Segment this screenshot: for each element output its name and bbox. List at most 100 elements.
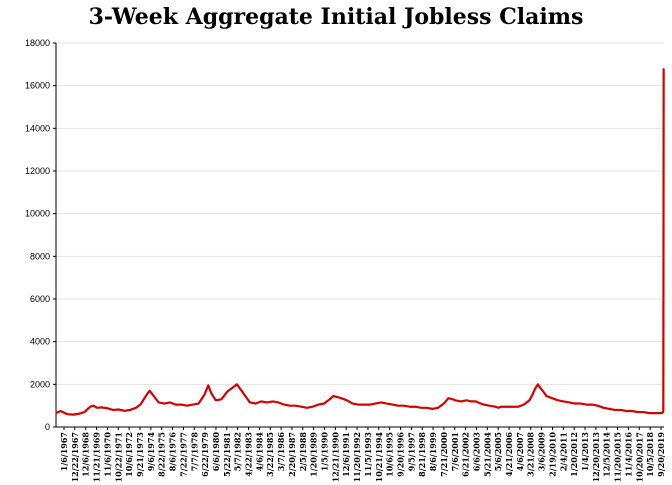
- data-point: [608, 408, 610, 410]
- data-point: [272, 400, 274, 402]
- data-point: [255, 402, 257, 405]
- data-point: [340, 397, 342, 399]
- x-tick-label: 5/22/1981: [222, 432, 232, 477]
- data-point: [574, 402, 576, 405]
- data-point: [460, 400, 462, 402]
- x-tick-label: 10/20/2017: [634, 432, 644, 482]
- data-point: [528, 399, 530, 401]
- data-point: [662, 411, 664, 413]
- data-point: [210, 392, 212, 394]
- data-point: [642, 411, 645, 413]
- x-tick-label: 8/22/1975: [157, 432, 167, 477]
- x-tick-label: 11/21/1969: [92, 432, 102, 483]
- x-tick-label: 11/20/1992: [352, 432, 362, 482]
- data-point: [207, 384, 209, 386]
- data-point: [661, 412, 663, 414]
- x-tick-label: 12/6/1968: [81, 432, 91, 477]
- data-point: [158, 401, 160, 404]
- data-point: [563, 400, 565, 402]
- x-tick-label: 4/6/1984: [254, 432, 264, 472]
- data-point: [602, 407, 605, 409]
- x-tick-label: 4/6/2007: [515, 432, 525, 471]
- data-point: [397, 405, 399, 407]
- data-point: [192, 404, 194, 406]
- x-tick-label: 8/21/1998: [417, 432, 427, 477]
- data-point: [534, 388, 536, 390]
- data-point: [323, 402, 325, 405]
- x-tick-label: 10/22/1971: [113, 432, 123, 482]
- x-tick-label: 11/6/1970: [102, 432, 112, 477]
- data-point: [466, 399, 468, 401]
- data-point: [494, 406, 496, 408]
- data-point: [580, 402, 582, 405]
- x-tick-label: 3/22/1985: [265, 432, 275, 477]
- data-point: [454, 399, 456, 401]
- x-tick-label: 9/5/1997: [406, 432, 416, 471]
- data-point: [363, 404, 365, 406]
- data-point: [249, 401, 251, 404]
- data-point: [551, 397, 553, 399]
- data-point: [488, 405, 491, 407]
- x-tick-label: 7/6/2001: [450, 432, 460, 471]
- data-point: [483, 404, 485, 406]
- x-tick-label: 6/6/2003: [471, 432, 481, 472]
- x-tick-label: 7/7/1978: [189, 432, 199, 472]
- data-point: [505, 406, 508, 408]
- x-tick-label: 8/6/1976: [168, 432, 178, 472]
- data-point: [597, 405, 599, 407]
- data-point: [72, 414, 74, 416]
- data-point: [386, 402, 388, 405]
- data-point: [447, 397, 450, 399]
- data-point: [663, 68, 665, 70]
- x-tick-label: 7/21/2000: [439, 432, 449, 477]
- data-point: [220, 398, 223, 400]
- x-tick-label: 9/20/1996: [395, 432, 405, 477]
- data-point: [146, 393, 148, 395]
- x-tick-label: 10/6/1972: [124, 432, 134, 477]
- x-tick-label: 4/22/1983: [244, 432, 254, 477]
- data-point: [232, 386, 234, 389]
- y-tick-label: 14000: [25, 123, 50, 133]
- data-point: [78, 413, 80, 415]
- data-point: [152, 394, 154, 396]
- x-tick-label: 1/20/1989: [309, 432, 319, 477]
- data-point: [300, 406, 302, 408]
- data-point: [511, 406, 513, 408]
- series-line: [55, 68, 665, 416]
- data-point: [306, 407, 308, 409]
- data-point: [357, 404, 359, 406]
- data-point: [215, 399, 217, 401]
- data-point: [497, 407, 500, 409]
- x-tick-label: 6/22/1979: [200, 432, 210, 477]
- data-point: [240, 389, 242, 391]
- y-tick-label: 16000: [25, 81, 50, 91]
- x-tick-label: 10/6/1995: [385, 432, 395, 477]
- data-point: [312, 406, 314, 408]
- x-tick-label: 2/5/1988: [298, 432, 308, 472]
- x-tick-label: 2/20/1987: [287, 432, 297, 477]
- data-point: [89, 406, 91, 408]
- y-tick-label: 0: [45, 422, 50, 432]
- data-point: [620, 409, 622, 411]
- data-point: [148, 390, 151, 392]
- data-point: [537, 383, 539, 385]
- x-tick-label: 5/7/1982: [233, 432, 243, 471]
- x-tick-label: 11/5/1993: [363, 432, 373, 477]
- axes: [55, 43, 664, 428]
- data-point: [180, 404, 183, 406]
- x-tick-label: 7/22/1977: [178, 432, 188, 477]
- data-point: [380, 401, 382, 404]
- data-point: [317, 404, 319, 406]
- x-tick-label: 12/20/2013: [591, 432, 601, 483]
- x-tick-label: 9/6/1974: [146, 432, 156, 472]
- data-point: [369, 404, 371, 406]
- x-axis-ticks: 1/6/1967 12/22/1967 12/6/1968 11/21/1969 11/…: [59, 427, 666, 482]
- y-tick-label: 12000: [25, 166, 50, 176]
- y-tick-label: 10000: [25, 209, 50, 219]
- x-tick-label: 1/4/2013: [580, 432, 590, 472]
- data-point: [452, 398, 454, 400]
- data-point: [203, 394, 205, 396]
- data-point: [659, 412, 662, 414]
- data-point: [403, 405, 405, 407]
